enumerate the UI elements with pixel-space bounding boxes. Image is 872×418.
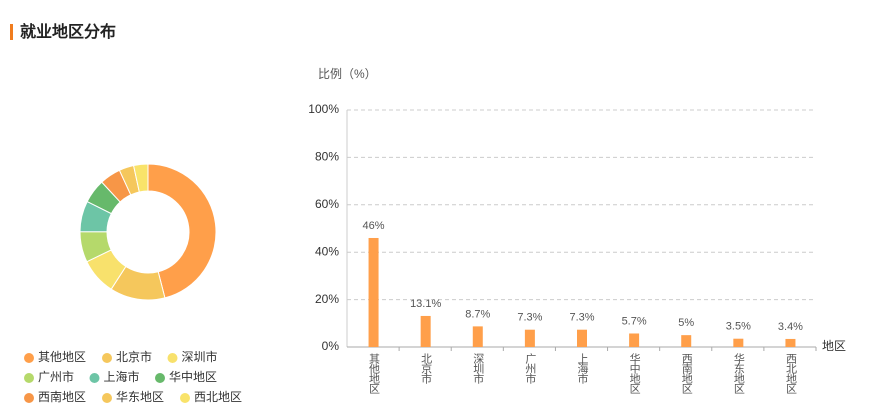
legend-label: 广州市 bbox=[38, 369, 74, 384]
x-tick-label: 其他地区 bbox=[368, 353, 381, 394]
legend-swatch bbox=[167, 353, 178, 363]
bar bbox=[420, 315, 431, 347]
bar bbox=[733, 338, 744, 347]
legend-swatch bbox=[24, 353, 34, 363]
legend-label: 西北地区 bbox=[194, 390, 242, 404]
x-tick-label: 西北地区 bbox=[784, 353, 797, 394]
data-label: 7.3% bbox=[517, 312, 542, 324]
y-tick-label: 80% bbox=[315, 150, 339, 164]
legend-label: 华东地区 bbox=[116, 390, 164, 404]
y-tick-label: 20% bbox=[315, 292, 339, 306]
legend-label: 其他地区 bbox=[38, 350, 86, 364]
data-label: 5.7% bbox=[622, 315, 647, 327]
legend-label: 西南地区 bbox=[38, 389, 86, 404]
bar bbox=[524, 329, 535, 347]
donut-slice bbox=[132, 163, 149, 193]
x-tick-label: 西南地区 bbox=[680, 353, 693, 394]
legend-label: 华中地区 bbox=[169, 369, 217, 384]
donut-slice bbox=[147, 163, 217, 299]
legend-swatch bbox=[89, 373, 100, 383]
y-axis-title: 比例（%） bbox=[318, 67, 377, 81]
data-label: 7.3% bbox=[569, 312, 594, 324]
data-label: 5% bbox=[678, 317, 694, 329]
x-tick-label: 广州市 bbox=[524, 353, 537, 385]
bar bbox=[577, 329, 587, 347]
legend-swatch bbox=[24, 393, 34, 403]
legend-label: 深圳市 bbox=[182, 349, 218, 364]
bar bbox=[681, 335, 692, 347]
y-tick-label: 0% bbox=[322, 339, 340, 353]
section-title: 就业地区分布 bbox=[20, 22, 116, 41]
legend-label: 北京市 bbox=[116, 349, 152, 364]
legend-label: 上海市 bbox=[104, 369, 140, 384]
legend-swatch bbox=[102, 393, 112, 403]
x-tick-label: 华东地区 bbox=[732, 352, 745, 394]
x-tick-label: 上海市 bbox=[576, 353, 589, 385]
bar bbox=[785, 338, 796, 347]
bar bbox=[472, 326, 483, 347]
legend-swatch bbox=[24, 373, 34, 383]
legend-swatch bbox=[102, 353, 112, 363]
legend-swatch bbox=[180, 393, 190, 403]
data-label: 46% bbox=[363, 220, 385, 232]
data-label: 3.4% bbox=[778, 321, 803, 333]
y-tick-label: 40% bbox=[315, 244, 339, 258]
y-tick-label: 100% bbox=[308, 102, 339, 116]
data-label: 13.1% bbox=[410, 298, 441, 310]
title-accent bbox=[10, 24, 13, 40]
data-label: 3.5% bbox=[726, 321, 751, 333]
legend-swatch bbox=[155, 373, 165, 383]
data-label: 8.7% bbox=[465, 308, 490, 320]
x-tick-label: 华中地区 bbox=[628, 352, 641, 394]
x-tick-label: 北京市 bbox=[420, 353, 433, 385]
x-axis-title: 地区 bbox=[822, 339, 846, 353]
x-tick-label: 深圳市 bbox=[472, 353, 485, 385]
bar bbox=[629, 333, 640, 347]
bar bbox=[368, 237, 379, 347]
y-tick-label: 60% bbox=[315, 197, 339, 211]
